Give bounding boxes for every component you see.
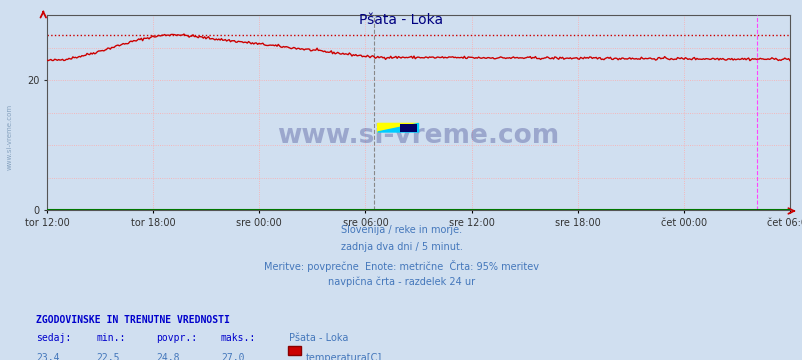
Text: Pšata - Loka: Pšata - Loka — [289, 333, 348, 343]
Text: Meritve: povprečne  Enote: metrične  Črta: 95% meritev: Meritve: povprečne Enote: metrične Črta:… — [264, 260, 538, 271]
Bar — [399, 123, 417, 132]
Text: navpična črta - razdelek 24 ur: navpična črta - razdelek 24 ur — [327, 277, 475, 287]
Text: ZGODOVINSKE IN TRENUTNE VREDNOSTI: ZGODOVINSKE IN TRENUTNE VREDNOSTI — [36, 315, 229, 325]
Text: zadnja dva dni / 5 minut.: zadnja dva dni / 5 minut. — [340, 242, 462, 252]
Text: povpr.:: povpr.: — [156, 333, 197, 343]
Text: maks.:: maks.: — [221, 333, 256, 343]
Text: 22,5: 22,5 — [96, 353, 119, 360]
Text: 23,4: 23,4 — [36, 353, 59, 360]
Text: temperatura[C]: temperatura[C] — [306, 353, 382, 360]
Text: Pšata - Loka: Pšata - Loka — [359, 13, 443, 27]
Text: 27,0: 27,0 — [221, 353, 244, 360]
Text: sedaj:: sedaj: — [36, 333, 71, 343]
Polygon shape — [377, 123, 418, 132]
Polygon shape — [377, 123, 418, 132]
Text: min.:: min.: — [96, 333, 126, 343]
Text: www.si-vreme.com: www.si-vreme.com — [277, 123, 559, 149]
Text: www.si-vreme.com: www.si-vreme.com — [6, 104, 13, 170]
Text: 24,8: 24,8 — [156, 353, 180, 360]
Text: Slovenija / reke in morje.: Slovenija / reke in morje. — [341, 225, 461, 235]
